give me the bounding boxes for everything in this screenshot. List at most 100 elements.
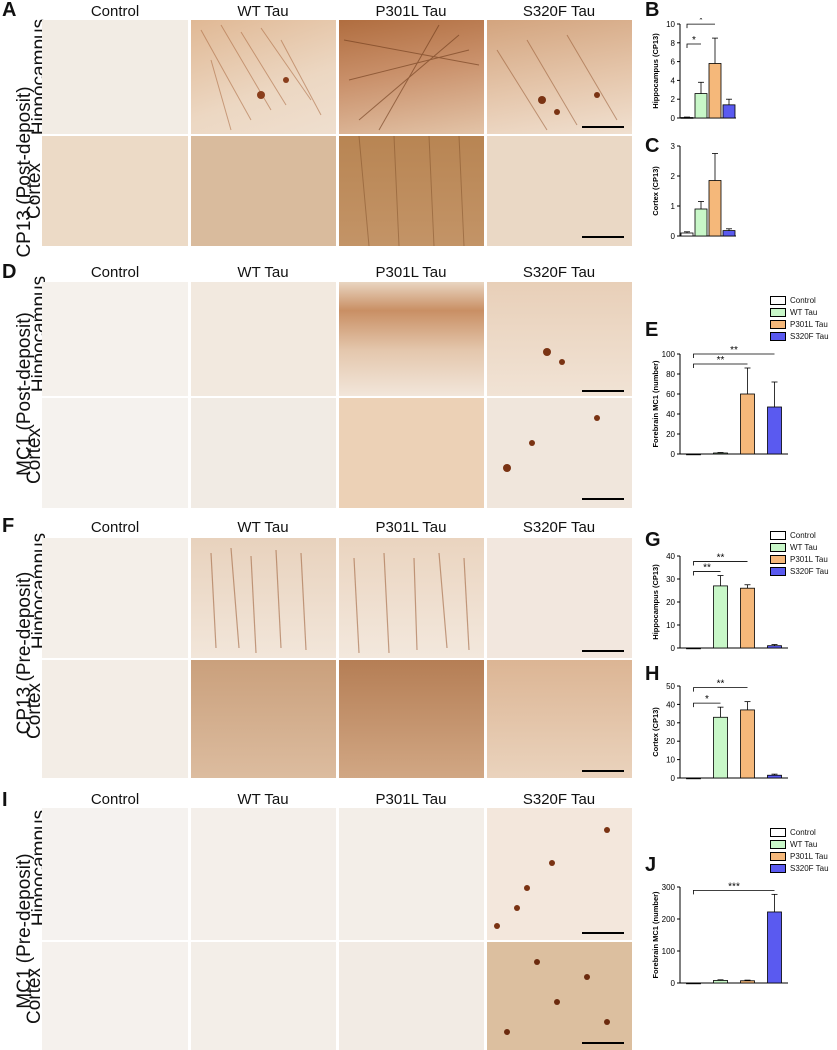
y-tick-label: 80 <box>666 370 675 379</box>
column-header-wt-tau: WT Tau <box>237 791 289 808</box>
significance-label: ** <box>730 345 738 356</box>
bar <box>686 647 701 650</box>
panel-label-d: D <box>2 261 17 283</box>
legend-label: S320F Tau <box>790 566 829 576</box>
legend-item: P301L Tau <box>770 850 837 862</box>
legend-item: WT Tau <box>770 838 837 850</box>
bar <box>722 104 736 119</box>
micrograph-tile <box>42 282 188 396</box>
legend-label: WT Tau <box>790 839 818 849</box>
significance-bracket <box>686 43 701 48</box>
legend-swatch <box>770 554 786 564</box>
significance-label: ** <box>703 563 711 574</box>
bar <box>686 777 701 780</box>
y-tick-label: 8 <box>671 39 676 48</box>
y-axis-label: Cortex (CP13) <box>651 166 660 216</box>
column-header-wt-tau: WT Tau <box>237 264 289 281</box>
column-header-s320f-tau: S320F Tau <box>522 519 596 536</box>
bar <box>694 93 708 119</box>
legend-item: S320F Tau <box>770 862 837 874</box>
significance-bracket <box>686 23 715 29</box>
legend-swatch <box>770 863 786 873</box>
y-tick-label: 30 <box>666 575 675 584</box>
significance-bracket <box>693 571 721 576</box>
bar <box>680 232 694 237</box>
significance-label: * <box>699 18 703 26</box>
micrograph-tile <box>42 20 188 134</box>
column-header-s320f-tau: S320F Tau <box>522 3 596 20</box>
bar <box>740 709 755 779</box>
micrograph-tile <box>487 136 632 246</box>
y-axis-label: Forebrain MC1 (number) <box>651 891 660 979</box>
micrograph-tile <box>42 136 188 246</box>
bar <box>708 180 722 237</box>
micrograph-tile <box>191 398 336 508</box>
legend-item: Control <box>770 529 837 541</box>
y-axis-label: Cortex (CP13) <box>651 707 660 757</box>
legend-swatch <box>770 319 786 329</box>
micrograph-tile <box>339 398 484 508</box>
column-header-s320f-tau: S320F Tau <box>522 791 596 808</box>
legend-item: Control <box>770 294 837 306</box>
micrograph-tile <box>487 660 632 778</box>
y-tick-label: 2 <box>671 172 676 181</box>
micrograph-tile <box>191 660 336 778</box>
bar <box>767 774 782 779</box>
significance-bracket <box>693 561 748 566</box>
panel-label-e: E <box>645 319 659 341</box>
micrograph-tile <box>191 20 336 134</box>
bar <box>680 117 694 119</box>
y-tick-label: 0 <box>671 979 676 988</box>
legend-label: Control <box>790 295 816 305</box>
y-tick-label: 30 <box>666 719 675 728</box>
micrograph-tile <box>42 660 188 778</box>
micrograph-tile <box>487 808 632 940</box>
column-header-control: Control <box>90 519 140 536</box>
micrograph-tile <box>339 538 484 658</box>
y-tick-label: 40 <box>666 552 675 561</box>
bar-chart-b: 0 2 4 6 8 10 Hippocampus (CP13) * * <box>651 18 736 123</box>
legend-swatch <box>770 839 786 849</box>
y-tick-label: 10 <box>666 20 675 29</box>
legend-label: WT Tau <box>790 542 818 552</box>
micrograph-tile <box>42 398 188 508</box>
y-axis-label: Hippocampus (CP13) <box>651 564 660 640</box>
column-header-p301l-tau: P301L Tau <box>375 791 447 808</box>
y-tick-label: 60 <box>666 390 675 399</box>
y-tick-label: 20 <box>666 430 675 439</box>
y-tick-label: 0 <box>671 450 676 459</box>
bar <box>708 63 722 119</box>
bar <box>722 230 736 237</box>
legend-swatch <box>770 295 786 305</box>
legend-label: S320F Tau <box>790 331 829 341</box>
legend-swatch <box>770 827 786 837</box>
y-tick-label: 50 <box>666 682 675 691</box>
significance-label: ** <box>717 355 725 366</box>
panel-label-f: F <box>2 515 15 537</box>
column-header-p301l-tau: P301L Tau <box>375 519 447 536</box>
micrograph-tile <box>339 808 484 940</box>
column-header-wt-tau: WT Tau <box>237 519 289 536</box>
panel-label-g: G <box>645 529 661 551</box>
y-axis-label: Forebrain MC1 (number) <box>651 360 660 448</box>
legend-item: P301L Tau <box>770 318 837 330</box>
significance-label: * <box>705 694 709 705</box>
micrograph-tile <box>191 136 336 246</box>
micrograph-tile <box>339 282 484 396</box>
micrograph-tile <box>487 398 632 508</box>
micrograph-tile <box>487 942 632 1050</box>
bar-chart-g: 0 10 20 30 40 Hippocampus (CP13) ** ** <box>651 552 788 653</box>
y-tick-label: 3 <box>671 142 676 151</box>
bar <box>686 982 701 985</box>
column-header-s320f-tau: S320F Tau <box>522 264 596 281</box>
column-header-wt-tau: WT Tau <box>237 3 289 20</box>
micrograph-tile <box>487 20 632 134</box>
legend-swatch <box>770 530 786 540</box>
bar <box>740 393 755 455</box>
y-tick-label: 100 <box>662 947 676 956</box>
bar <box>713 585 728 649</box>
significance-label: *** <box>728 881 740 892</box>
column-header-control: Control <box>90 264 140 281</box>
legend-item: WT Tau <box>770 306 837 318</box>
